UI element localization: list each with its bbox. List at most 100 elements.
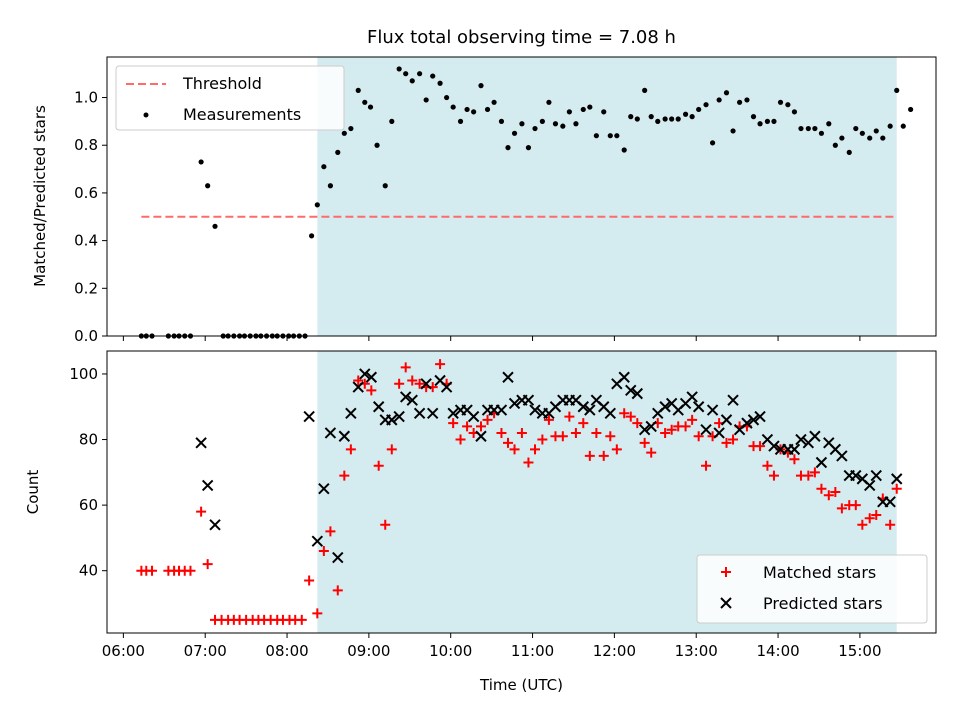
- measurement-point: [403, 71, 409, 77]
- measurement-point: [894, 87, 900, 93]
- measurement-point: [682, 111, 689, 117]
- predicted-star-point: [201, 479, 214, 492]
- matched-star-point: [516, 427, 527, 438]
- measurement-point: [607, 133, 613, 139]
- matched-star-point: [482, 414, 493, 425]
- matched-star-point: [632, 418, 643, 429]
- measurement-point: [669, 116, 675, 122]
- matched-star-point: [537, 434, 548, 445]
- predicted-star-point: [467, 410, 480, 423]
- count-panel: 40 60 80 100 06:00 07:00 08:00 09:00 10:00 11:00 1…: [24, 350, 937, 694]
- measurement-point: [642, 87, 648, 93]
- measurements-legend-swatch: [143, 112, 149, 118]
- matched-star-point: [611, 444, 622, 455]
- predicted-star-point: [447, 407, 459, 420]
- ratio-legend-box: [115, 65, 345, 131]
- matched-star-point: [789, 454, 800, 465]
- count-panel-frame: [106, 350, 937, 634]
- measurement-point: [628, 114, 634, 120]
- predicted-star-point: [209, 519, 221, 531]
- measurement-point: [887, 123, 893, 129]
- matched-star-point: [202, 559, 213, 570]
- matched-star-point: [823, 490, 834, 501]
- x-tick-label: 08:00: [265, 642, 308, 660]
- predicted-star-point: [365, 371, 378, 383]
- matched-star-point: [619, 408, 630, 419]
- matched-star-point: [660, 427, 671, 438]
- predicted-star-point: [318, 483, 330, 495]
- matched-star-point: [147, 565, 158, 576]
- measurement-point: [798, 125, 804, 132]
- matched-star-point: [891, 483, 902, 494]
- matched-star-point: [380, 519, 391, 530]
- matched-star-point: [332, 585, 343, 596]
- matched-star-point: [864, 513, 875, 524]
- ratio-panel-frame: [106, 56, 937, 337]
- predicted-star-point: [332, 551, 344, 564]
- matched-star-point: [414, 378, 425, 389]
- predicted-star-point: [747, 414, 760, 426]
- y-tick-label: 0.0: [74, 327, 98, 345]
- predicted-star-point: [584, 404, 596, 416]
- ratio-y-axis-label: Matched/Predicted stars: [31, 105, 49, 287]
- predicted-star-point: [440, 381, 453, 393]
- predicted-star-point: [836, 450, 848, 462]
- matched-star-point: [196, 506, 207, 517]
- measurement-point: [648, 114, 654, 120]
- chart-title: Flux total observing time = 7.08 h: [367, 27, 676, 48]
- matched-star-point: [836, 503, 847, 514]
- measurement-point: [423, 97, 429, 103]
- predicted-star-points: [195, 368, 903, 564]
- x-tick-label: 15:00: [838, 642, 881, 660]
- matched-star-point: [885, 519, 896, 530]
- matched-star-point: [578, 418, 589, 429]
- measurement-point: [382, 183, 388, 189]
- matched-star-point: [462, 421, 473, 432]
- predicted-star-point: [393, 410, 405, 423]
- predicted-star-point: [413, 407, 426, 420]
- predicted-star-point: [692, 401, 705, 413]
- predicted-star-point: [311, 535, 324, 547]
- observing-span-shade: [317, 57, 897, 336]
- matched-star-point: [435, 359, 446, 370]
- measurement-point: [573, 121, 579, 127]
- matched-star-point: [502, 437, 513, 448]
- measurement-point: [321, 164, 327, 170]
- y-tick-label: 40: [79, 562, 98, 580]
- matched-star-point: [598, 450, 609, 461]
- predicted-star-point: [870, 469, 882, 482]
- measurement-point: [873, 128, 879, 134]
- measurement-point: [580, 106, 586, 113]
- measurement-point: [205, 183, 211, 189]
- measurement-point: [198, 159, 204, 165]
- matched-star-point: [570, 427, 581, 438]
- measurement-point: [832, 142, 838, 148]
- measurement-point: [908, 106, 914, 113]
- measurement-point: [805, 125, 811, 132]
- predicted-star-point: [645, 420, 657, 433]
- matched-star-point: [639, 437, 650, 448]
- measurement-point: [655, 118, 661, 124]
- x-tick-label: 11:00: [511, 642, 554, 660]
- measurement-point: [826, 121, 832, 127]
- matched-star-point: [809, 467, 820, 478]
- matched-star-point: [584, 450, 595, 461]
- measurement-point: [900, 123, 906, 129]
- measurement-point: [621, 147, 627, 153]
- predicted-star-point: [399, 391, 412, 403]
- matched-star-point: [728, 434, 739, 445]
- predicted-star-point: [495, 404, 508, 416]
- matched-star-point: [857, 519, 868, 530]
- count-y-axis-label: Count: [24, 470, 42, 515]
- count-panel-axes: 40 60 80 100 06:00 07:00 08:00 09:00 10:00 11:00 1…: [69, 365, 881, 660]
- matched-star-point: [803, 470, 814, 481]
- measurement-point: [546, 99, 552, 105]
- matched-star-point: [185, 565, 196, 576]
- predicted-star-point: [195, 437, 207, 449]
- predicted-star-point: [864, 479, 876, 492]
- matched-star-point: [591, 427, 602, 438]
- predicted-star-point: [741, 417, 753, 429]
- y-tick-label: 0.8: [74, 136, 98, 154]
- x-tick-label: 14:00: [756, 642, 799, 660]
- y-tick-label: 0.2: [74, 279, 98, 297]
